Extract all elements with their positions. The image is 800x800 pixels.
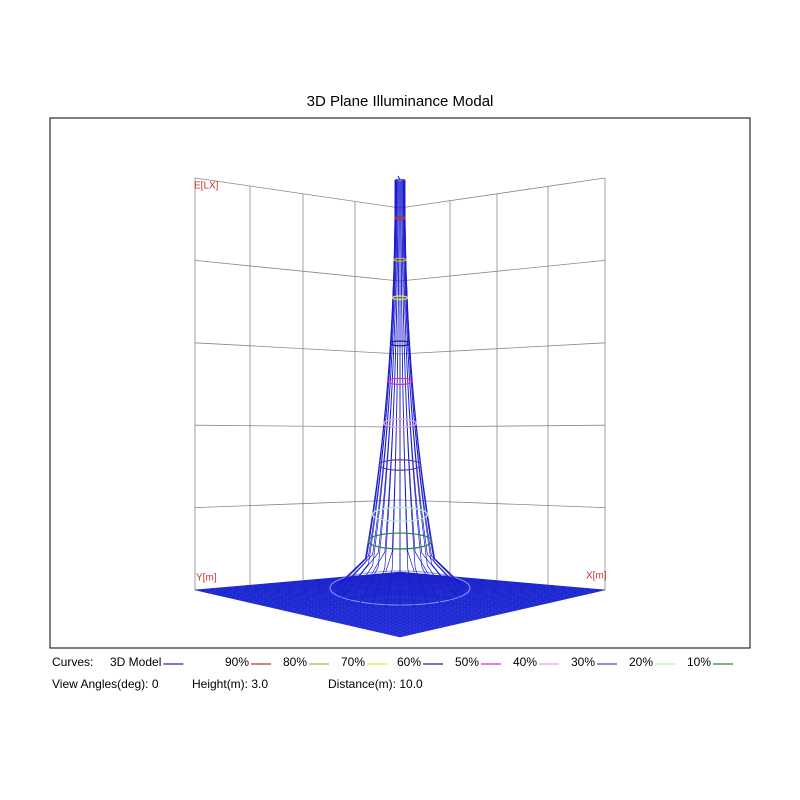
surface-mesh xyxy=(371,178,399,574)
surface-mesh xyxy=(404,179,464,587)
contour-ring xyxy=(371,506,429,522)
legend-entry: 80% xyxy=(283,655,307,669)
floor-mesh xyxy=(399,571,606,591)
surface xyxy=(334,175,466,608)
floor xyxy=(194,570,606,638)
wall-grid xyxy=(194,177,401,209)
floor-mesh xyxy=(369,587,575,631)
floor-mesh xyxy=(369,574,575,598)
floor-mesh xyxy=(379,587,585,633)
floor-mesh xyxy=(399,589,606,638)
plot-frame xyxy=(49,117,751,649)
z-axis-label: E[LX] xyxy=(194,181,219,192)
surface-mesh xyxy=(359,179,398,577)
contour-ring xyxy=(393,257,407,262)
wall-grid xyxy=(399,499,606,508)
wall-grid xyxy=(399,342,606,355)
floor-mesh xyxy=(372,574,578,597)
surface-mesh xyxy=(401,178,429,574)
legend-entry: 40% xyxy=(513,655,537,669)
legend-entry: 60% xyxy=(397,655,421,669)
legend-entry: 90% xyxy=(225,655,249,669)
info-text: Height(m): 3.0 xyxy=(192,677,268,691)
wall-grid xyxy=(194,499,401,508)
floor-mesh xyxy=(376,587,582,632)
floor-mesh xyxy=(376,573,582,596)
wall-grid xyxy=(194,260,401,282)
floor-mesh xyxy=(389,588,595,635)
wall-grid xyxy=(399,177,606,209)
surface-mesh xyxy=(402,179,441,577)
surface-mesh xyxy=(336,179,396,587)
surface-mesh xyxy=(385,178,400,573)
surface-mesh xyxy=(404,179,466,591)
floor-mesh xyxy=(379,573,585,595)
floor-mesh xyxy=(382,588,588,634)
info-text: Distance(m): 10.0 xyxy=(328,677,423,691)
x-axis-label: X[m] xyxy=(586,571,607,582)
contour-ring xyxy=(389,340,411,347)
surface-mesh xyxy=(403,180,452,602)
contour-ring xyxy=(367,532,433,550)
contour-ring xyxy=(378,459,422,471)
wall-grid xyxy=(194,342,401,355)
floor-mesh xyxy=(396,572,602,592)
floor-mesh xyxy=(396,589,602,637)
wall-grid xyxy=(399,424,606,428)
legend-entry: 20% xyxy=(629,655,653,669)
floor-mesh xyxy=(389,572,595,593)
floor-mesh xyxy=(386,588,592,635)
info-text: View Angles(deg): 0 xyxy=(52,677,159,691)
info: View Angles(deg): 0 Height(m): 3.0 Distanc… xyxy=(52,677,423,691)
legend-entry: 3D Model xyxy=(110,655,161,669)
legend-entry: 70% xyxy=(341,655,365,669)
surface-mesh xyxy=(348,180,397,602)
contour-ring xyxy=(394,216,406,220)
wall-grid xyxy=(399,260,606,282)
contour-ring xyxy=(392,295,408,301)
floor-mesh xyxy=(393,572,599,592)
legend-entry: 50% xyxy=(455,655,479,669)
surface-mesh xyxy=(341,179,396,583)
title: 3D Plane Illuminance Modal xyxy=(307,93,494,110)
legend: Curves: 3D Model 90% 80% 70% 60% 50% 40% 30% 20% 1… xyxy=(52,655,734,669)
floor-mesh xyxy=(393,589,599,636)
surface-mesh xyxy=(404,179,459,583)
floor-mesh xyxy=(382,573,588,595)
y-axis-label: Y[m] xyxy=(196,573,217,584)
surface-mesh xyxy=(348,179,397,580)
floor-mesh xyxy=(386,572,592,594)
contour-ring xyxy=(386,377,414,386)
legend-entry: 30% xyxy=(571,655,595,669)
floor-mesh xyxy=(372,587,578,631)
legend-entry: 10% xyxy=(687,655,711,669)
legend-label: Curves: xyxy=(52,655,93,669)
surface-mesh xyxy=(400,178,415,573)
wall-grid xyxy=(194,424,401,428)
surface-mesh xyxy=(403,179,452,580)
surface-peak xyxy=(397,175,401,181)
surface-mesh xyxy=(334,179,396,591)
contour-ring xyxy=(383,418,417,428)
